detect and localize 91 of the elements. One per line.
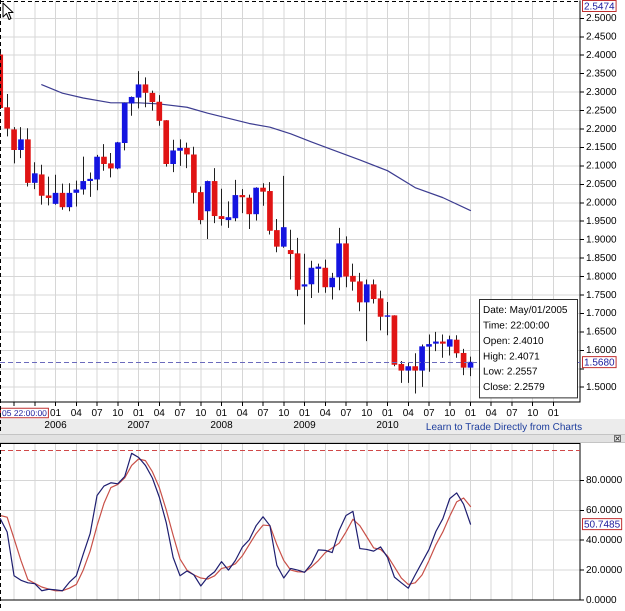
- y-tick-label: 1.7000: [586, 308, 618, 320]
- candlestick: [46, 176, 52, 206]
- y-tick-label: 1.7500: [586, 290, 618, 301]
- candlestick: [357, 272, 363, 312]
- candlestick: [412, 352, 418, 394]
- x-tick-label: 04: [70, 408, 82, 419]
- candlestick: [302, 253, 308, 326]
- x-tick-label: 10: [195, 408, 207, 419]
- ref-line-label: 1.5680: [584, 357, 616, 368]
- y-tick-label: 2.3000: [586, 86, 618, 98]
- candlestick: [52, 174, 58, 206]
- candlestick: [184, 142, 190, 169]
- text: 2.5474: [584, 1, 616, 12]
- y-tick-label: 1.6500: [586, 326, 618, 338]
- x-tick-label: 04: [320, 408, 332, 419]
- y-tick-label: 2.4500: [586, 32, 618, 43]
- annotation: Open: 2.4010: [483, 336, 544, 347]
- annotation: High: 2.4071: [483, 351, 540, 362]
- text: 50.7485: [584, 519, 621, 530]
- text: Learn to Trade Directly from Charts: [426, 422, 582, 433]
- y-tick-label: 2.0500: [586, 179, 618, 190]
- y-tick-label: 1.8000: [586, 271, 618, 282]
- x-tick-label: 10: [361, 408, 373, 419]
- x-tick-label: 04: [486, 408, 498, 419]
- y-tick-label: 2.1500: [586, 142, 618, 154]
- y-tick-label: 20.0000: [586, 564, 623, 576]
- y-tick-label: 2.0000: [586, 198, 618, 209]
- candlestick: [32, 162, 38, 190]
- text: 05 22:00:00: [2, 408, 48, 418]
- x-tick-label: 01 2007: [127, 408, 150, 431]
- candlestick: [364, 279, 370, 342]
- x-tick-label: 07: [340, 408, 352, 419]
- y-tick-label: 0.0000: [586, 594, 618, 606]
- y-tick-label: 2.1000: [586, 160, 618, 172]
- candlestick: [38, 164, 45, 206]
- y-tick-label: 1.6000: [586, 345, 618, 356]
- x-tick-label: 07: [174, 408, 186, 419]
- y-tick-label: 1.9500: [586, 216, 618, 227]
- x-tick-label: 10: [278, 408, 290, 419]
- y-tick-label: 1.8500: [586, 252, 618, 264]
- annotation: Time: 22:00:00: [483, 320, 550, 332]
- x-tick-label: 07: [506, 408, 518, 419]
- y-tick-label: 80.0000: [586, 475, 623, 486]
- annotation: Low: 2.2557: [483, 366, 538, 378]
- candlestick: [142, 76, 148, 108]
- y-tick-label: 2.2000: [586, 124, 618, 135]
- x-tick-label: 07: [91, 408, 104, 419]
- candlestick: [440, 334, 446, 358]
- x-tick-label: 04: [402, 408, 414, 419]
- x-tick-label: 01 2010: [376, 408, 400, 431]
- x-tick-label: 10: [444, 408, 456, 419]
- y-tick-label: 2.3500: [586, 68, 618, 80]
- candlestick: [150, 90, 156, 112]
- candlestick: [246, 194, 252, 230]
- x-tick-label: 01 2008: [210, 408, 234, 431]
- x-tick-label: 01 2009: [293, 408, 316, 431]
- candlestick: [322, 259, 328, 294]
- candlestick: [239, 188, 246, 214]
- candlestick: [73, 180, 80, 207]
- candlestick: [66, 182, 72, 212]
- candlestick: [405, 362, 412, 384]
- candlestick: [329, 272, 336, 300]
- y-tick-label: 1.9000: [586, 234, 618, 246]
- x-tick-label: 07: [257, 408, 270, 419]
- candlestick: [218, 188, 224, 226]
- annotation: Close: 2.2579: [483, 382, 546, 394]
- candlestick: [177, 138, 183, 166]
- candlestick: [11, 126, 17, 164]
- candlestick: [60, 183, 66, 210]
- candlestick: [18, 126, 24, 159]
- y-tick-label: 40.0000: [586, 534, 623, 546]
- x-tick-label: 10: [112, 408, 124, 419]
- x-tick-label: 04: [236, 408, 248, 419]
- y-tick-label: 1.5000: [586, 382, 618, 393]
- x-tick-label: 04: [154, 408, 166, 419]
- candlestick: [433, 331, 439, 352]
- annotation: Date: May/01/2005: [483, 305, 568, 316]
- y-tick-label: 60.0000: [586, 505, 623, 516]
- candlestick: [280, 175, 287, 248]
- y-tick-label: 2.2500: [586, 105, 618, 116]
- candlestick: [80, 156, 86, 196]
- candlestick: [426, 334, 432, 372]
- y-tick-label: 2.4000: [586, 50, 618, 61]
- candlestick: [446, 335, 453, 356]
- y-tick-label: 2.5000: [586, 13, 618, 24]
- x-tick-label: 10: [527, 408, 539, 419]
- x-tick-label: 01: [464, 408, 476, 419]
- x-tick-label: 07: [423, 408, 436, 419]
- x-tick-label: 01: [548, 408, 560, 419]
- candlestick: [468, 356, 474, 377]
- candlestick: [170, 139, 176, 173]
